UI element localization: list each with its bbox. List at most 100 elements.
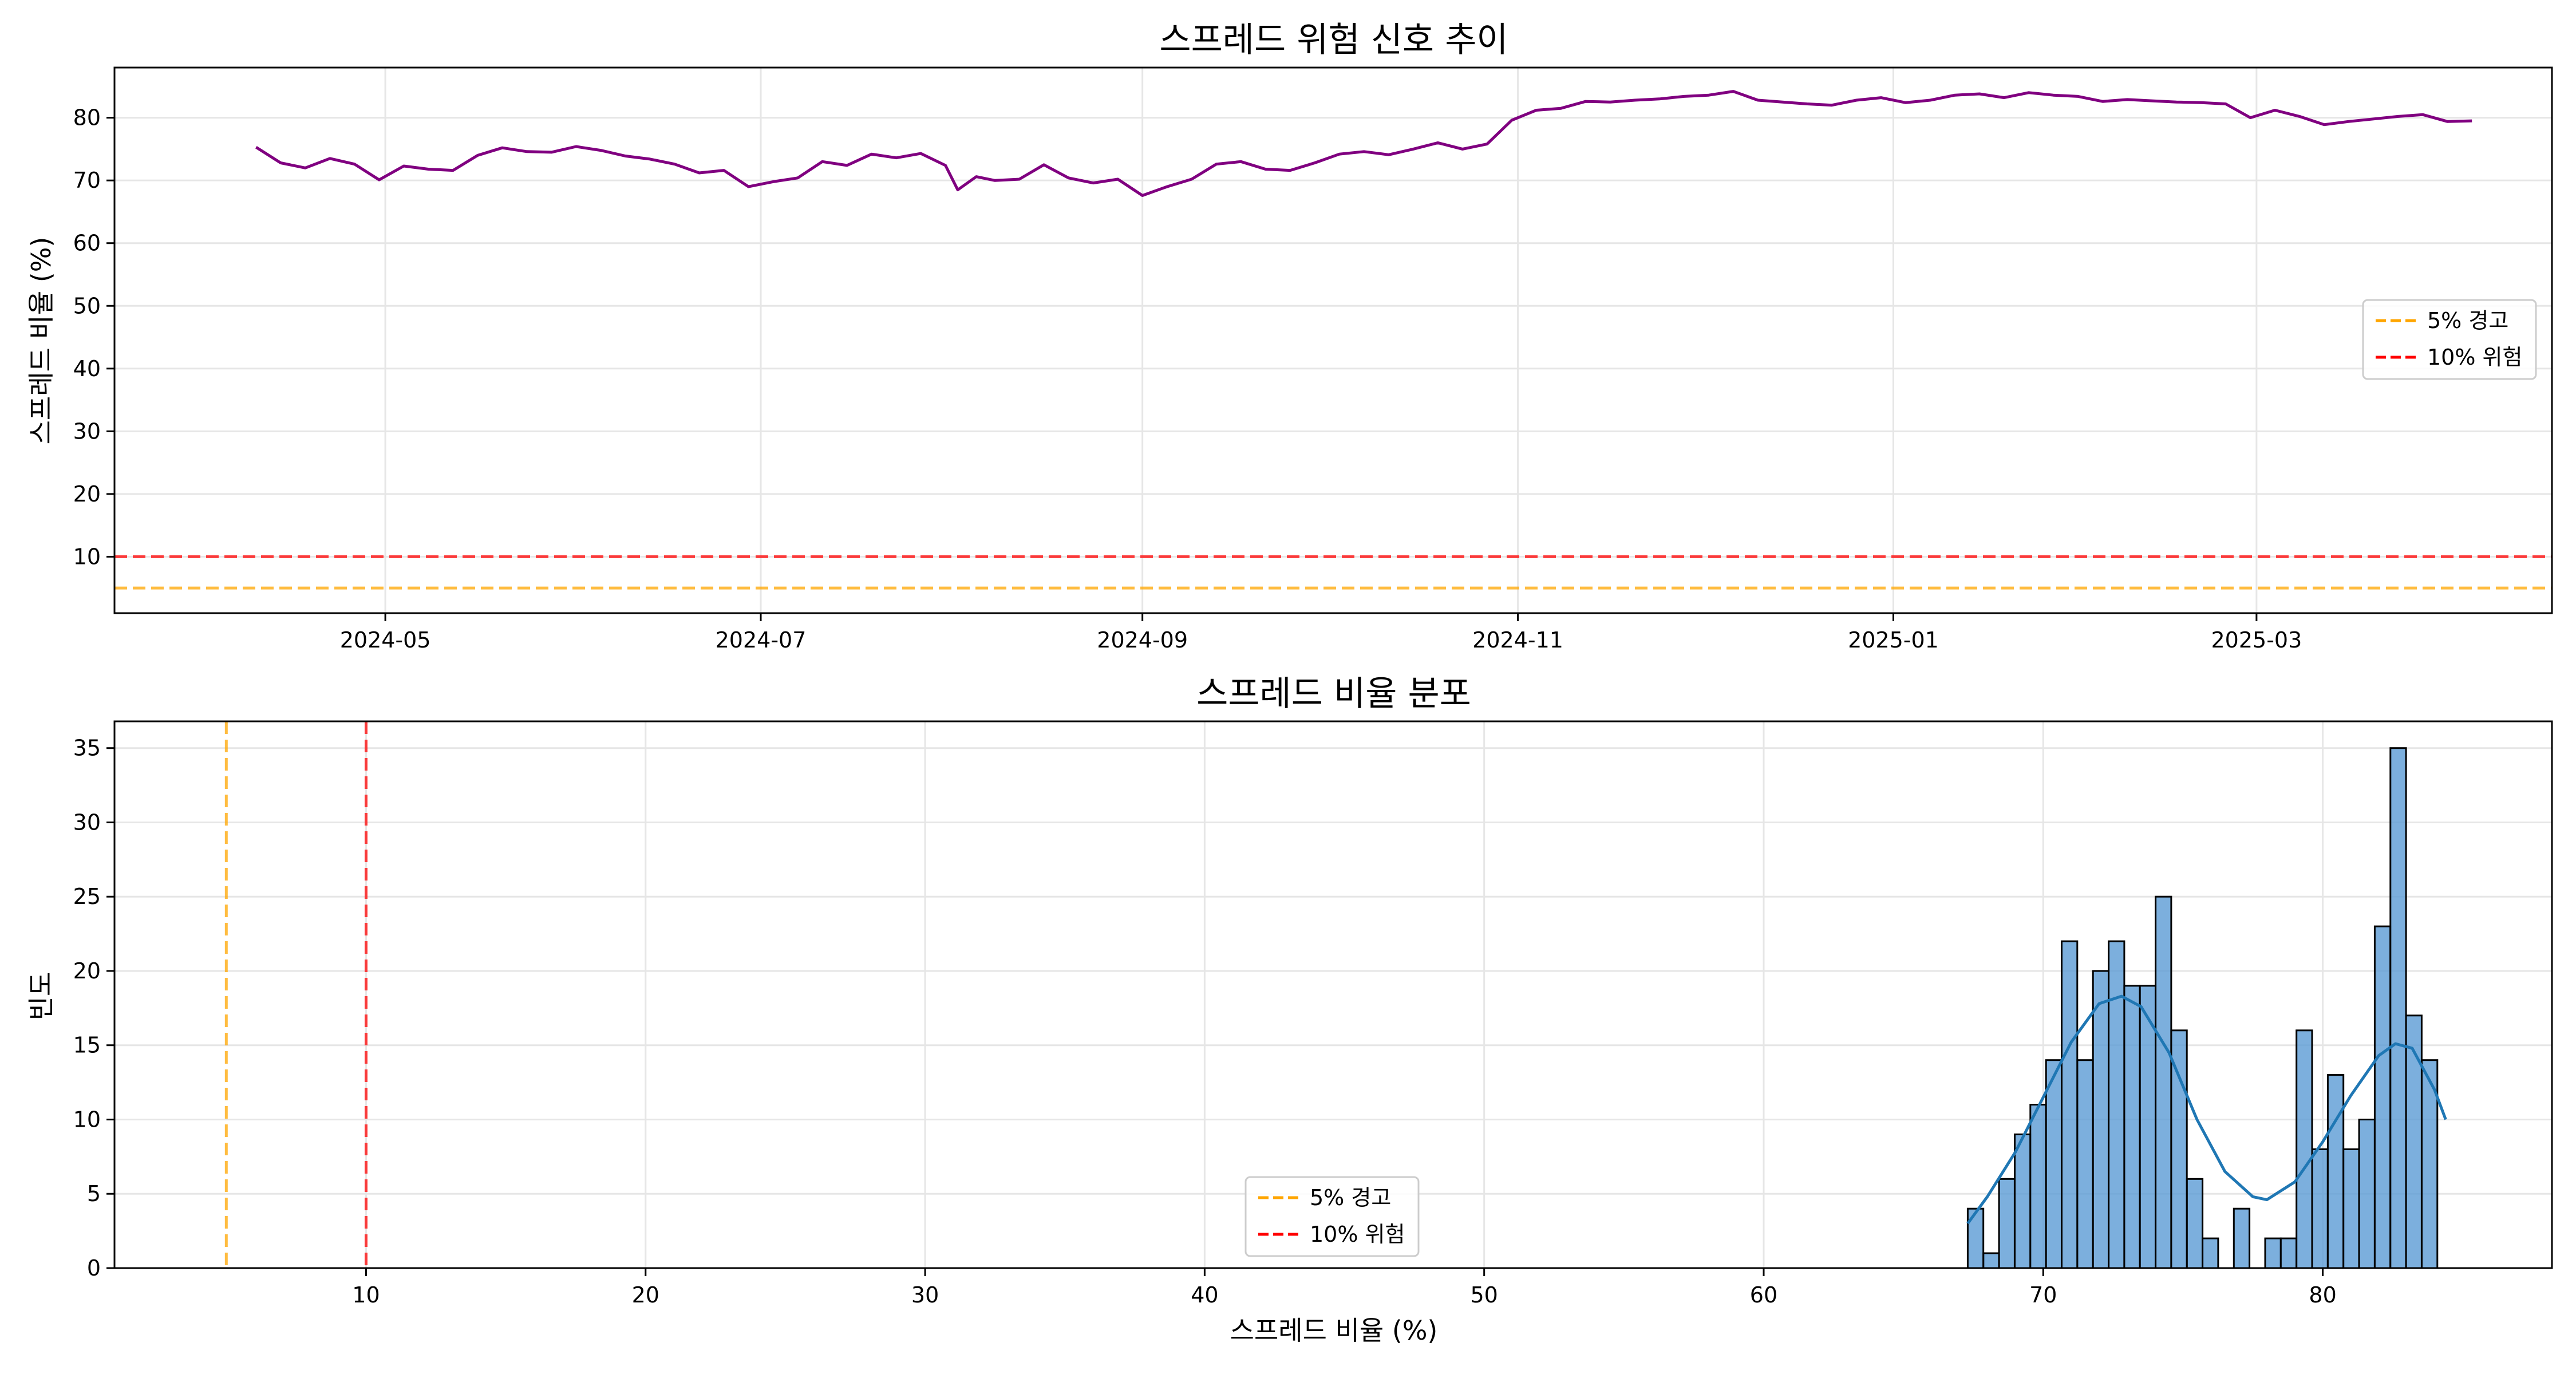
chart1-ytick-label: 50 <box>73 293 101 318</box>
chart2-bar-2 <box>1998 1178 2016 1269</box>
chart2-bar-22 <box>2311 1148 2329 1269</box>
chart2-xtick-70: 70 <box>2029 1268 2057 1308</box>
chart2-legend-warning-label: 5% 경고 <box>1310 1185 1391 1210</box>
chart1-legend-warning-label: 5% 경고 <box>2427 308 2508 333</box>
chart2-ytick-30: 30 <box>73 810 114 835</box>
chart2-bar-1 <box>1982 1252 2000 1269</box>
chart1-spread-line <box>255 90 2472 197</box>
chart2-ytick-5: 5 <box>87 1181 114 1206</box>
chart1-legend: 5% 경고 10% 위험 <box>2362 299 2537 380</box>
chart1-xtick-2025-01: 2025-01 <box>1848 613 1939 653</box>
chart2-ytick-label: 35 <box>73 736 101 761</box>
chart1-xtick-2024-11: 2024-11 <box>1472 613 1563 653</box>
chart2-kde <box>1966 994 2447 1225</box>
chart2-bar-8 <box>2092 970 2109 1269</box>
spread-timeseries-chart: 스프레드 위험 신호 추이 스프레드 비율 (%) 10 20 30 40 50 60 70… <box>26 20 2553 653</box>
chart1-xtick-label: 2025-01 <box>1848 627 1939 653</box>
chart1-ytick-70: 70 <box>73 168 114 193</box>
chart2-bar-19 <box>2264 1237 2282 1269</box>
chart2-bar-10 <box>2123 985 2141 1269</box>
chart1-ylabel: 스프레드 비율 (%) <box>26 237 57 445</box>
chart2-bar-7 <box>2076 1059 2094 1269</box>
chart1-ytick-label: 80 <box>73 105 101 131</box>
chart2-ylabel: 빈도 <box>26 972 57 1021</box>
chart2-bar-25 <box>2358 1119 2376 1269</box>
chart2-ytick-25: 25 <box>73 884 114 909</box>
chart1-ytick-10: 10 <box>73 544 114 569</box>
chart2-ytick-label: 5 <box>87 1181 101 1206</box>
chart1-xtick-2024-09: 2024-09 <box>1097 613 1188 653</box>
chart2-xtick-label: 20 <box>632 1282 659 1308</box>
chart1-xtick-label: 2024-09 <box>1097 627 1188 653</box>
chart2-ytick-label: 10 <box>73 1107 101 1132</box>
chart1-ytick-label: 20 <box>73 481 101 507</box>
chart2-xtick-60: 60 <box>1750 1268 1777 1308</box>
chart2-ytick-label: 30 <box>73 810 101 835</box>
chart2-kde-curve <box>1966 994 2447 1225</box>
chart2-xtick-label: 50 <box>1471 1282 1498 1308</box>
chart1-series <box>255 90 2472 197</box>
chart2-xtick-40: 40 <box>1191 1268 1219 1308</box>
chart1-xtick-label: 2025-03 <box>2211 627 2302 653</box>
chart2-ytick-label: 15 <box>73 1033 101 1058</box>
chart2-bar-0 <box>1966 1207 1985 1269</box>
chart2-x-ticks: 10 20 30 40 50 60 70 80 <box>352 1268 2337 1308</box>
chart2-xlabel: 스프레드 비율 (%) <box>1230 1315 1438 1346</box>
chart2-bar-6 <box>2061 940 2079 1269</box>
chart1-axes-frame <box>113 66 2553 614</box>
chart2-ytick-0: 0 <box>87 1255 114 1281</box>
chart1-ytick-label: 30 <box>73 418 101 444</box>
spread-distribution-chart: 스프레드 비율 분포 빈도 스프레드 비율 (%) 0 5 10 15 20 25 30 35… <box>26 674 2553 1346</box>
chart2-legend-danger-label: 10% 위험 <box>1310 1222 1405 1247</box>
chart2-ytick-label: 25 <box>73 884 101 909</box>
chart2-bar-3 <box>2014 1133 2032 1269</box>
chart2-ytick-15: 15 <box>73 1033 114 1058</box>
chart2-xtick-label: 30 <box>911 1282 939 1308</box>
chart2-bar-21 <box>2296 1029 2313 1269</box>
chart2-xtick-20: 20 <box>632 1268 659 1308</box>
chart1-xtick-2024-05: 2024-05 <box>340 613 431 653</box>
chart1-ytick-60: 60 <box>73 231 114 256</box>
chart1-ytick-label: 70 <box>73 168 101 193</box>
chart2-axes-frame <box>113 720 2553 1269</box>
chart2-ytick-35: 35 <box>73 736 114 761</box>
chart2-bar-27 <box>2389 747 2407 1269</box>
chart2-xtick-30: 30 <box>911 1268 939 1308</box>
chart2-xtick-80: 80 <box>2309 1268 2337 1308</box>
chart2-bar-24 <box>2342 1148 2360 1269</box>
chart1-y-ticks: 10 20 30 40 50 60 70 80 <box>73 105 114 569</box>
chart2-ytick-20: 20 <box>73 958 114 984</box>
chart2-xtick-50: 50 <box>1471 1268 1498 1308</box>
chart1-xtick-2025-03: 2025-03 <box>2211 613 2302 653</box>
chart2-xtick-label: 40 <box>1191 1282 1218 1308</box>
chart2-bar-9 <box>2108 940 2125 1269</box>
chart1-ytick-50: 50 <box>73 293 114 318</box>
chart2-y-ticks: 0 5 10 15 20 25 30 35 <box>73 736 114 1281</box>
chart1-ytick-label: 40 <box>73 356 101 381</box>
chart2-bar-11 <box>2139 985 2156 1269</box>
chart2-legend: 5% 경고 10% 위험 <box>1244 1176 1420 1257</box>
chart1-xtick-2024-07: 2024-07 <box>716 613 806 653</box>
chart1-grid <box>114 68 2552 613</box>
chart2-bar-13 <box>2170 1029 2188 1269</box>
chart1-legend-danger-label: 10% 위험 <box>2427 345 2522 370</box>
chart2-ytick-10: 10 <box>73 1107 114 1132</box>
chart1-title: 스프레드 위험 신호 추이 <box>1159 20 1508 60</box>
chart2-bar-23 <box>2326 1074 2345 1269</box>
chart1-ytick-80: 80 <box>73 105 114 131</box>
chart2-xtick-10: 10 <box>352 1268 380 1308</box>
chart2-bar-20 <box>2279 1237 2298 1269</box>
chart2-bar-17 <box>2233 1207 2251 1269</box>
chart2-histogram-bars <box>1966 747 2439 1269</box>
chart2-ytick-label: 20 <box>73 958 101 984</box>
chart2-bar-28 <box>2405 1014 2423 1269</box>
chart2-ytick-label: 0 <box>87 1255 101 1281</box>
chart1-ytick-label: 10 <box>73 544 101 569</box>
chart1-ytick-40: 40 <box>73 356 114 381</box>
chart2-bar-4 <box>2029 1104 2047 1269</box>
chart1-reference-lines <box>114 555 2552 590</box>
chart2-bar-29 <box>2421 1059 2439 1269</box>
chart1-xtick-label: 2024-05 <box>340 627 431 653</box>
chart2-xtick-label: 80 <box>2309 1282 2336 1308</box>
